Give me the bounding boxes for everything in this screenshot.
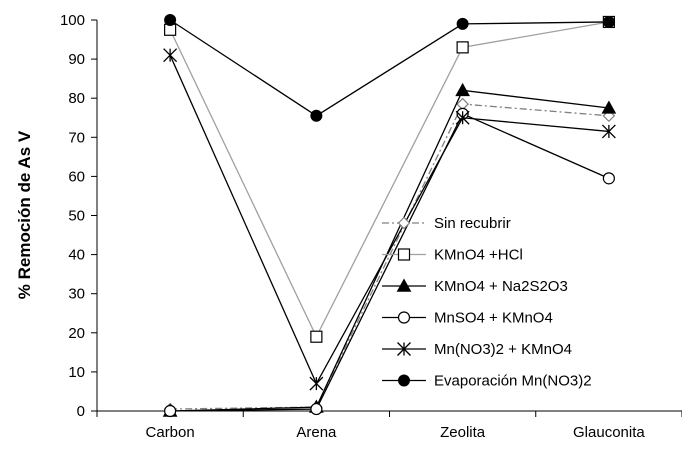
axes bbox=[96, 20, 682, 412]
data-point bbox=[310, 330, 323, 343]
data-point bbox=[601, 100, 617, 114]
y-tick-label: 10 bbox=[68, 364, 85, 381]
data-point bbox=[310, 109, 323, 122]
y-ticks: 0 10 20 30 40 50 60 70 80 90 100 bbox=[60, 12, 97, 420]
legend-item: Mn(NO3)2 + KMnO4 bbox=[382, 341, 572, 358]
data-point bbox=[455, 110, 470, 125]
y-tick-label: 60 bbox=[68, 168, 85, 185]
data-point bbox=[164, 404, 177, 418]
legend-marker bbox=[397, 248, 411, 261]
y-tick-label: 30 bbox=[68, 286, 85, 303]
x-tick-label: Glauconita bbox=[573, 424, 645, 441]
x-tick-label: Arena bbox=[296, 424, 337, 441]
y-tick-label: 80 bbox=[68, 90, 85, 107]
y-tick-label: 40 bbox=[68, 247, 85, 264]
data-point bbox=[164, 14, 177, 26]
x-tick-label: Carbon bbox=[146, 424, 195, 441]
legend-marker bbox=[397, 311, 411, 324]
series-line bbox=[169, 19, 609, 117]
series-line bbox=[169, 21, 609, 339]
legend-label: KMnO4 +HCl bbox=[434, 247, 523, 264]
data-point bbox=[309, 376, 324, 391]
data-point bbox=[601, 124, 616, 139]
legend-item: KMnO4 + Na2S2O3 bbox=[382, 278, 568, 295]
series-line bbox=[170, 103, 609, 410]
y-tick-label: 20 bbox=[68, 325, 85, 342]
legend-item: Sin recubrir bbox=[382, 215, 511, 232]
legend-marker bbox=[398, 374, 410, 387]
series-0 bbox=[163, 97, 616, 416]
y-tick-label: 0 bbox=[77, 403, 85, 420]
legend-item: KMnO4 +HCl bbox=[382, 247, 523, 264]
series-3 bbox=[164, 107, 615, 418]
data-point bbox=[455, 82, 470, 97]
data-point bbox=[310, 402, 323, 416]
y-tick-label: 100 bbox=[60, 12, 85, 29]
series-4 bbox=[163, 48, 616, 391]
legend-label: KMnO4 + Na2S2O3 bbox=[434, 278, 568, 295]
legend-marker bbox=[396, 278, 412, 292]
y-axis-label: % Remoción de As V bbox=[15, 130, 34, 299]
data-point bbox=[456, 17, 469, 30]
legend-label: MnSO4 + KMnO4 bbox=[434, 310, 553, 327]
legend: Sin recubrir KMnO4 +HCl KMnO4 + Na2S2O3 MnS… bbox=[382, 215, 592, 390]
series-line bbox=[169, 54, 609, 386]
series-5 bbox=[164, 14, 615, 122]
legend-item: MnSO4 + KMnO4 bbox=[382, 310, 553, 327]
legend-label: Evaporación Mn(NO3)2 bbox=[434, 373, 592, 390]
series-layer bbox=[162, 14, 617, 418]
y-tick-label: 50 bbox=[68, 208, 85, 225]
x-ticks: Carbon Arena Zeolita Glauconita bbox=[96, 411, 682, 441]
legend-marker bbox=[397, 216, 411, 230]
data-point bbox=[456, 41, 469, 54]
data-point bbox=[602, 172, 615, 185]
legend-marker bbox=[397, 342, 411, 356]
legend-item: Evaporación Mn(NO3)2 bbox=[382, 373, 592, 390]
x-tick-label: Zeolita bbox=[440, 424, 486, 441]
series-line bbox=[170, 89, 609, 412]
data-point bbox=[163, 48, 178, 63]
y-tick-label: 70 bbox=[68, 129, 85, 146]
series-line bbox=[170, 112, 610, 412]
y-tick-label: 90 bbox=[68, 51, 85, 68]
legend-label: Mn(NO3)2 + KMnO4 bbox=[434, 341, 572, 358]
legend-label: Sin recubrir bbox=[434, 215, 511, 232]
data-point bbox=[602, 15, 615, 28]
